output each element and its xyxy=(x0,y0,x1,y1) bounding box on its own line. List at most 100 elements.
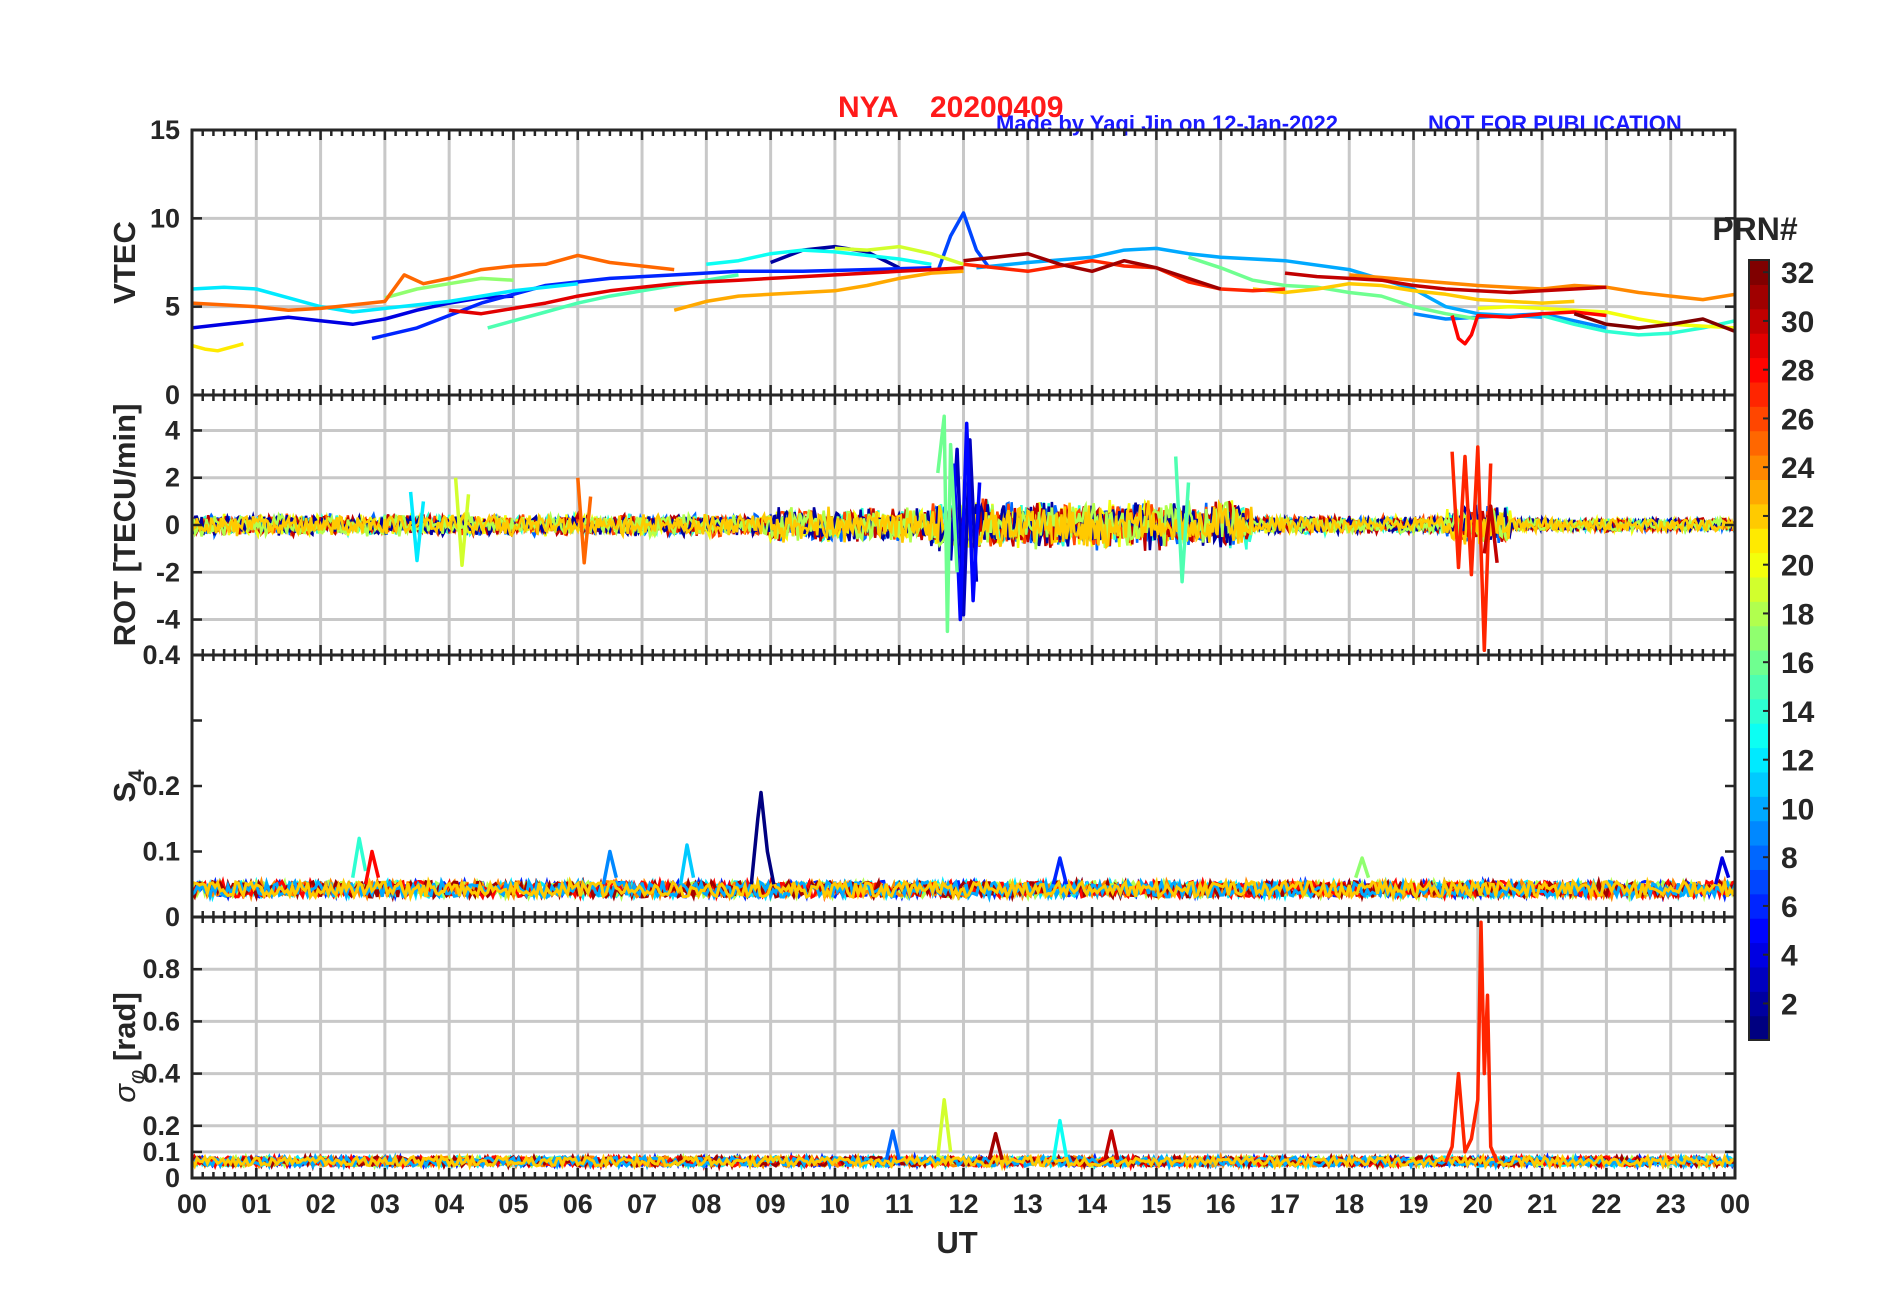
colorbar-tick-label: 14 xyxy=(1781,696,1815,729)
colorbar-segment xyxy=(1749,869,1769,895)
x-tick-label: 11 xyxy=(885,1189,914,1219)
colorbar-tick-label: 32 xyxy=(1781,257,1814,290)
series-line-prn-14 xyxy=(350,836,368,878)
colorbar-segment xyxy=(1749,747,1769,773)
x-tick-label: 10 xyxy=(820,1189,850,1219)
colorbar-segment xyxy=(1749,601,1769,627)
station-title: NYA xyxy=(838,91,899,124)
series-line-prn-6 xyxy=(1051,856,1069,885)
series-line-prn-9 xyxy=(601,849,619,885)
series-line-prn-13 xyxy=(1051,1118,1069,1160)
series-line-prn-32 xyxy=(1573,312,1735,334)
colorbar-tick-label: 24 xyxy=(1781,452,1815,485)
colorbar-tick-label: 8 xyxy=(1781,842,1798,875)
x-tick-label: 00 xyxy=(177,1189,207,1219)
noise-trace xyxy=(192,1152,1735,1172)
x-tick-label: 02 xyxy=(306,1189,336,1219)
panel-sigma_phi: 00.10.2 0.4 0.6 0.8 σφ [rad] xyxy=(107,915,1737,1193)
series-line-prn-27 xyxy=(963,258,1286,293)
series-line-prn-10 xyxy=(976,246,1543,320)
colorbar-segment xyxy=(1749,771,1769,797)
series-line-prn-30 xyxy=(1103,1129,1120,1161)
colorbar-segment xyxy=(1749,942,1769,968)
series-line-prn-28 xyxy=(1450,310,1607,346)
y-tick-label: 0 xyxy=(165,902,180,932)
y-tick-label: 0.2 xyxy=(142,1111,180,1141)
y-axis-label: ROT [TECU/min] xyxy=(107,404,142,647)
colorbar-segment xyxy=(1749,406,1769,432)
panel-frame xyxy=(190,653,1737,919)
series-line-prn-27 xyxy=(1450,445,1493,653)
x-tick-label: 03 xyxy=(370,1189,400,1219)
colorbar-segment xyxy=(1749,284,1769,310)
series-line-prn-1 xyxy=(749,790,776,885)
series-line-prn-31 xyxy=(963,251,1222,291)
colorbar-segment xyxy=(1749,845,1769,870)
colorbar-tick-label: 26 xyxy=(1781,403,1814,436)
colorbar-segment xyxy=(1749,918,1769,944)
x-tick-label: 22 xyxy=(1591,1189,1621,1219)
colorbar-tick-label: 4 xyxy=(1781,940,1798,973)
colorbar-tick-label: 6 xyxy=(1781,891,1798,924)
colorbar-tick-label: 2 xyxy=(1781,988,1798,1021)
colorbar-segment xyxy=(1749,893,1769,919)
x-tick-label: 13 xyxy=(1013,1189,1043,1219)
colorbar-segment xyxy=(1749,796,1769,822)
y-axis-label-unit: [rad] xyxy=(107,992,142,1070)
y-tick-label: 15 xyxy=(150,115,180,145)
colorbar-segment xyxy=(1749,650,1769,675)
date-title: 20200409 xyxy=(930,91,1063,124)
colorbar-label: PRN# xyxy=(1712,211,1798,247)
series-line-prn-25 xyxy=(576,477,593,565)
colorbar-frame xyxy=(1748,259,1770,1041)
series-group xyxy=(192,920,1735,1172)
y-tick-label: 4 xyxy=(165,415,180,445)
series-line-prn-29 xyxy=(449,266,964,316)
colorbar-segment xyxy=(1749,503,1769,529)
colorbar-segment xyxy=(1749,528,1769,554)
y-tick-label: -2 xyxy=(156,557,180,587)
x-tick-label: 00 xyxy=(1720,1189,1750,1219)
series-line-prn-8 xyxy=(884,1129,901,1161)
x-tick-label: 01 xyxy=(241,1189,271,1219)
colorbar-segment xyxy=(1749,357,1769,383)
y-tick-label: 0.4 xyxy=(142,640,180,670)
colorbar-segment xyxy=(1749,698,1769,724)
colorbar-segment xyxy=(1749,723,1769,749)
colorbar-segment xyxy=(1749,381,1769,407)
y-tick-label: 0.4 xyxy=(142,1059,180,1089)
series-group xyxy=(192,790,1735,903)
colorbar-tick-label: 16 xyxy=(1781,647,1814,680)
noise-trace xyxy=(192,1152,1735,1172)
x-axis: UT 00 01 02 03 04 05 06 07 08 09 10 11 12 13 14 15 16 17 1… xyxy=(177,1189,1750,1260)
colorbar-segment xyxy=(1749,576,1769,602)
x-tick-label: 21 xyxy=(1527,1189,1557,1219)
y-tick-label: 0.1 xyxy=(142,837,180,867)
x-axis-label: UT xyxy=(936,1225,977,1260)
series-line-prn-20 xyxy=(1477,304,1735,330)
y-axis-label-subscript: 4 xyxy=(124,769,149,782)
series-group xyxy=(192,414,1735,653)
series-line-prn-16 xyxy=(936,414,959,634)
series-line-prn-21 xyxy=(192,342,244,353)
colorbar-segment xyxy=(1749,308,1769,334)
series-line-prn-12 xyxy=(192,281,578,314)
y-tick-label: -4 xyxy=(156,605,180,635)
noise-trace xyxy=(192,876,1735,903)
colorbar-tick-label: 30 xyxy=(1781,306,1814,339)
colorbar-segment xyxy=(1749,966,1769,992)
panel-s4: 00.10.20.4S4 xyxy=(107,640,1737,932)
colorbar-tick-label: 10 xyxy=(1781,793,1814,826)
y-tick-label: 0.8 xyxy=(142,954,180,984)
x-tick-label: 16 xyxy=(1206,1189,1236,1219)
x-tick-label: 04 xyxy=(434,1189,464,1219)
y-tick-label: 0 xyxy=(165,1163,180,1193)
y-tick-label: 0 xyxy=(165,380,180,410)
series-line-prn-19 xyxy=(453,477,471,567)
x-tick-label: 18 xyxy=(1334,1189,1364,1219)
series-line-prn-7 xyxy=(936,211,991,272)
x-tick-label: 19 xyxy=(1399,1189,1429,1219)
